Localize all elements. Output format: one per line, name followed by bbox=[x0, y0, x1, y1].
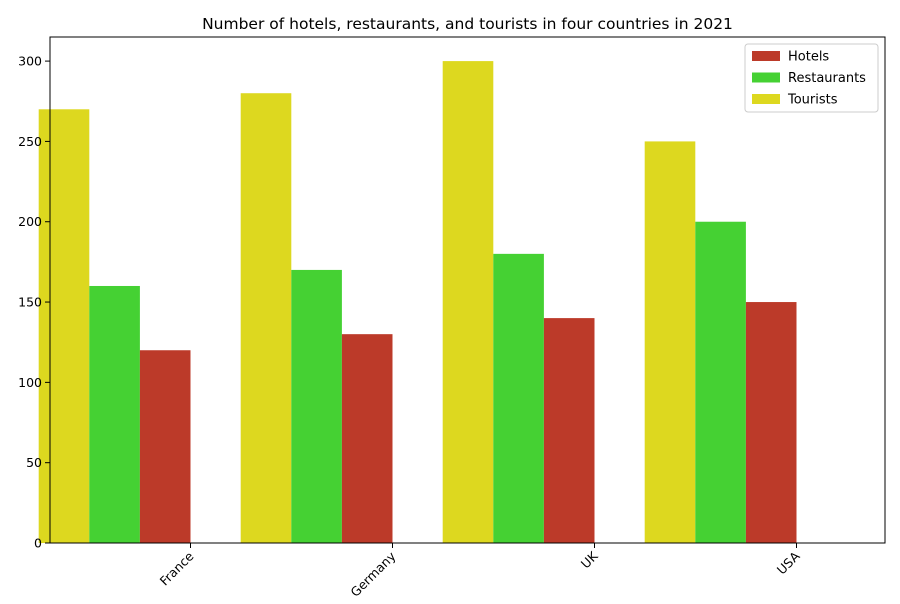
x-tick-label-france: France bbox=[157, 548, 197, 588]
bar-restaurants-usa bbox=[695, 221, 746, 544]
y-tick-label: 150 bbox=[18, 295, 42, 310]
y-tick-label: 200 bbox=[18, 214, 42, 229]
y-tick-label: 100 bbox=[18, 375, 42, 390]
legend-label-tourists: Tourists bbox=[787, 93, 838, 108]
bar-restaurants-france bbox=[89, 285, 140, 543]
x-tick-label-uk: UK bbox=[578, 548, 601, 571]
bar-restaurants-uk bbox=[493, 253, 544, 544]
x-tick-label-germany: Germany bbox=[347, 548, 399, 600]
bar-restaurants-germany bbox=[291, 269, 342, 543]
chart-title: Number of hotels, restaurants, and touri… bbox=[202, 15, 733, 33]
bar-tourists-uk bbox=[442, 61, 494, 543]
bar-hotels-germany bbox=[341, 334, 393, 543]
bars-layer bbox=[38, 61, 797, 544]
bar-tourists-germany bbox=[240, 93, 292, 543]
bar-hotels-uk bbox=[543, 318, 595, 543]
bar-hotels-usa bbox=[745, 302, 797, 543]
legend-swatch-hotels bbox=[752, 51, 780, 61]
legend-label-restaurants: Restaurants bbox=[788, 71, 866, 86]
bar-tourists-usa bbox=[644, 141, 696, 543]
y-tick-label: 0 bbox=[34, 536, 42, 551]
plot-frame bbox=[49, 36, 886, 544]
legend-swatch-restaurants bbox=[752, 72, 780, 83]
legend: Hotels Restaurants Tourists bbox=[744, 43, 879, 113]
y-tick-label: 300 bbox=[18, 54, 42, 69]
bar-tourists-france bbox=[38, 109, 90, 543]
legend-swatch-tourists bbox=[752, 94, 780, 104]
y-tick-label: 250 bbox=[18, 134, 42, 149]
x-tick-label-usa: USA bbox=[774, 548, 803, 577]
y-tick-label: 50 bbox=[26, 455, 42, 470]
legend-label-hotels: Hotels bbox=[788, 50, 829, 65]
bar-hotels-france bbox=[139, 350, 191, 543]
